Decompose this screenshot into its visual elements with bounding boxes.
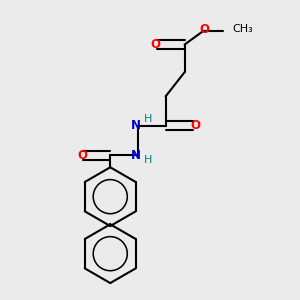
Text: O: O [190, 119, 200, 132]
Text: N: N [131, 119, 141, 132]
Text: H: H [143, 155, 152, 165]
Text: O: O [150, 38, 160, 51]
Text: O: O [200, 22, 210, 35]
Text: H: H [143, 114, 152, 124]
Text: N: N [131, 149, 141, 162]
Text: CH₃: CH₃ [232, 24, 253, 34]
Text: O: O [78, 149, 88, 162]
